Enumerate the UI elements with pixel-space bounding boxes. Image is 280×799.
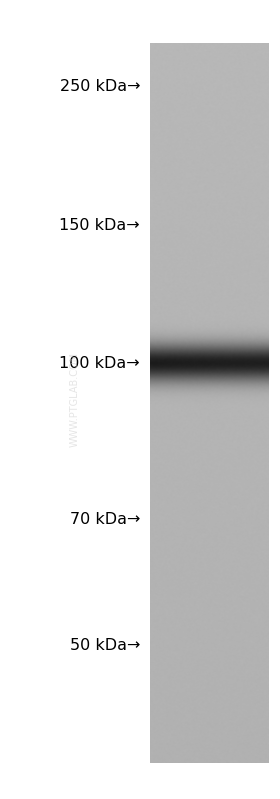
Text: 50 kDa→: 50 kDa→ [70,638,140,653]
Text: 70 kDa→: 70 kDa→ [70,512,140,527]
Text: WWW.PTGLAB.COM: WWW.PTGLAB.COM [69,352,79,447]
Text: 100 kDa→: 100 kDa→ [59,356,140,371]
Text: 250 kDa→: 250 kDa→ [59,79,140,93]
Text: 150 kDa→: 150 kDa→ [59,218,140,233]
